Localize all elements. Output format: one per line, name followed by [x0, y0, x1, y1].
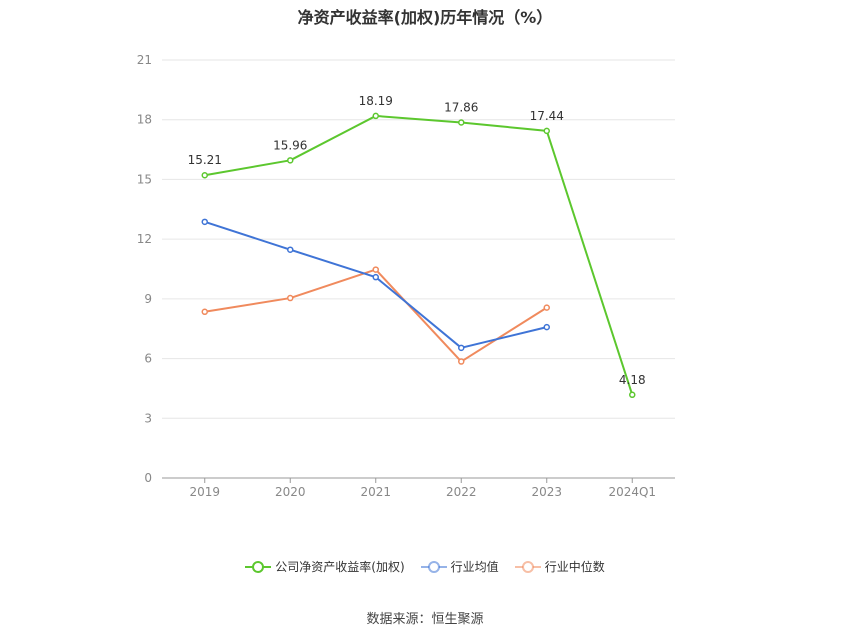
data-point: [372, 273, 379, 281]
data-point: [458, 119, 465, 126]
legend-marker-icon: [245, 560, 272, 573]
legend-marker-icon: [514, 560, 541, 573]
data-label: 15.96: [273, 138, 307, 152]
data-point: [201, 308, 208, 316]
legend-label: 公司净资产收益率(加权): [275, 560, 405, 574]
x-tick-label: 2019: [189, 485, 220, 499]
label-layer: 15.21 15.96 18.19 17.86 17.44 4.18: [188, 94, 646, 387]
legend-item[interactable]: 行业中位数: [514, 558, 605, 575]
legend: 公司净资产收益率(加权) 行业均值 行业中位数: [0, 558, 850, 575]
data-point: [287, 294, 294, 302]
series-line: [204, 268, 548, 363]
legend-label: 行业均值: [450, 560, 499, 574]
source-note: 数据来源：恒生聚源: [366, 612, 484, 627]
x-tick-label: 2021: [360, 485, 391, 499]
series-layer: [201, 112, 636, 399]
data-point: [629, 391, 636, 399]
data-point: [372, 112, 379, 120]
x-tick-label: 2024Q1: [608, 485, 656, 499]
data-point: [543, 127, 550, 135]
data-point: [458, 358, 465, 365]
axis-layer: 0 3 6 9 12 15 18 21 2019 2020 2021 2022 2023 2024Q1: [137, 53, 675, 499]
y-tick-label: 21: [137, 53, 152, 67]
x-tick-label: 2020: [275, 485, 306, 499]
data-label: 4.18: [619, 373, 646, 387]
y-tick-label: 18: [137, 113, 152, 127]
y-tick-label: 0: [144, 471, 152, 485]
data-point: [287, 157, 294, 164]
data-point: [543, 323, 550, 331]
chart-title: 净资产收益率(加权)历年情况（%）: [297, 8, 553, 27]
y-tick-label: 9: [144, 292, 152, 306]
data-point: [201, 218, 208, 226]
legend-label: 行业中位数: [544, 560, 605, 574]
data-point: [458, 344, 465, 352]
y-tick-label: 15: [137, 172, 152, 186]
legend-item[interactable]: 公司净资产收益率(加权): [245, 558, 405, 575]
x-tick-label: 2022: [446, 485, 477, 499]
data-point: [201, 171, 208, 179]
y-tick-label: 6: [144, 352, 152, 366]
data-label: 18.19: [359, 94, 393, 108]
data-point: [372, 266, 379, 273]
series-line: [204, 114, 634, 396]
y-tick-label: 12: [137, 232, 152, 246]
data-label: 17.86: [444, 101, 478, 115]
legend-item[interactable]: 行业均值: [420, 558, 499, 575]
data-point: [287, 246, 294, 253]
legend-marker-icon: [420, 560, 447, 573]
x-tick-label: 2023: [531, 485, 562, 499]
grid-layer: [162, 59, 675, 419]
y-tick-label: 3: [144, 411, 152, 425]
data-label: 17.44: [530, 109, 564, 123]
data-point: [543, 304, 550, 311]
series-line: [204, 220, 547, 349]
data-label: 15.21: [188, 153, 222, 167]
